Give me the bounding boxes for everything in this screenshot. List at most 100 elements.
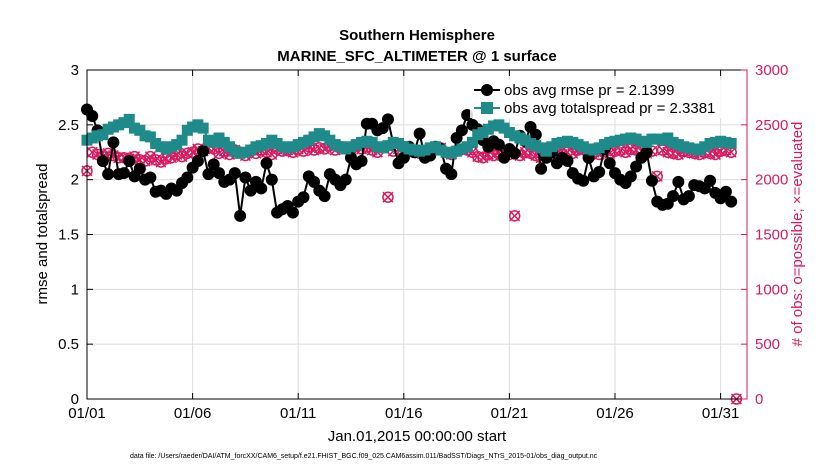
y-axis-label: rmse and totalspread [34, 164, 51, 305]
spread-point [725, 137, 737, 149]
chart-title: Southern Hemisphere [339, 27, 495, 44]
rmse-point [308, 175, 321, 188]
rmse-point [593, 165, 606, 178]
x-tick-label: 01/16 [385, 405, 423, 422]
y-tick-label: 1 [71, 281, 79, 298]
obs-evaluated-point [155, 156, 167, 168]
rmse-point [397, 151, 410, 164]
rmse-point [667, 190, 680, 203]
rmse-point [255, 182, 268, 195]
obs-possible-point [508, 210, 521, 222]
rmse-point [260, 157, 273, 170]
obs-evaluated-point [709, 148, 721, 160]
rmse-point [498, 151, 511, 164]
rmse-point [318, 190, 331, 203]
rmse-point [181, 171, 194, 184]
y2-tick-label: 1500 [755, 227, 788, 244]
rmse-point [672, 175, 685, 188]
rmse-point [577, 174, 590, 187]
y2-tick-label: 2000 [755, 172, 788, 189]
rmse-point [96, 155, 109, 168]
rmse-point [529, 128, 542, 141]
obs-possible-point [382, 191, 394, 203]
obs-evaluated-point [477, 152, 489, 164]
rmse-point [376, 122, 389, 135]
rmse-point [86, 110, 99, 123]
left-axis-ticks: 0 0.5 1 1.5 2 2.5 3 [58, 62, 93, 408]
y-tick-label: 2 [71, 172, 79, 189]
spread-point [123, 113, 135, 125]
rmse-point [640, 146, 653, 159]
obs-evaluated-point [382, 191, 394, 203]
rmse-point [630, 160, 643, 173]
series-layer [81, 103, 743, 405]
rmse-point [244, 184, 257, 197]
obs-possible-point [107, 149, 120, 162]
rmse-point [265, 173, 278, 186]
y-tick-label: 1.5 [58, 227, 79, 244]
x-tick-label: 01/11 [280, 405, 316, 422]
rmse-point [239, 171, 252, 184]
obs-evaluated-point [509, 210, 521, 222]
y-tick-label: 2.5 [58, 117, 79, 134]
rmse-point [197, 145, 210, 158]
rmse-point [234, 209, 247, 222]
rmse-point [102, 168, 115, 181]
rmse-point [719, 185, 732, 198]
rmse-point [445, 168, 458, 181]
rmse-point [381, 113, 394, 126]
right-axis-ticks: 0 500 1000 1500 2000 2500 3000 [741, 62, 788, 408]
x-tick-label: 01/31 [702, 405, 740, 422]
rmse-point [191, 155, 204, 168]
rmse-point [561, 155, 574, 168]
rmse-point [492, 138, 505, 151]
rmse-point [355, 155, 368, 168]
legend-spread-marker [481, 102, 493, 114]
obs-evaluated-point [176, 151, 188, 163]
rmse-point [704, 174, 717, 187]
y-tick-label: 0 [71, 391, 79, 408]
y2-tick-label: 500 [755, 336, 780, 353]
legend-rmse-label: obs avg rmse pr = 2.1399 [504, 82, 675, 99]
y-tick-label: 3 [71, 62, 79, 79]
rmse-point [286, 206, 299, 219]
rmse-point [508, 147, 521, 160]
y2-tick-label: 2500 [755, 117, 788, 134]
rmse-point [228, 167, 241, 180]
rmse-point [624, 170, 637, 183]
legend-rmse-marker [481, 84, 493, 96]
x-tick-label: 01/06 [174, 405, 212, 422]
rmse-point [603, 157, 616, 170]
y2-tick-label: 1000 [755, 281, 788, 298]
bottom-axis-ticks: 01/01 01/06 01/11 01/16 01/21 01/26 01/31 [68, 70, 739, 422]
spread-point [176, 134, 188, 146]
x-tick-label: 01/26 [596, 405, 634, 422]
rmse-point [213, 167, 225, 180]
y2-tick-label: 3000 [755, 62, 788, 79]
legend-box [470, 80, 742, 118]
rmse-point [455, 124, 468, 137]
obs-evaluated-point [620, 146, 632, 158]
rmse-point [133, 162, 146, 175]
spread-point [144, 131, 156, 143]
x-tick-label: 01/01 [68, 405, 106, 422]
rmse-point [645, 174, 658, 187]
rmse-point [123, 155, 136, 168]
rmse-point [413, 127, 426, 140]
x-tick-label: 01/21 [491, 405, 529, 422]
rmse-point [339, 173, 352, 186]
y2-tick-label: 0 [755, 391, 763, 408]
rmse-point [207, 158, 220, 171]
footnote: data file: /Users/raeder/DAI/ATM_forcXX/… [130, 453, 598, 460]
obs-evaluated-point [144, 151, 156, 163]
rmse-point [297, 191, 310, 204]
rmse-point [682, 190, 695, 203]
y2-axis-label: # of obs: o=possible; ×=evaluated [789, 122, 806, 347]
x-axis-label: Jan.01,2015 00:00:00 start [328, 428, 507, 445]
legend: obs avg rmse pr = 2.1399 obs avg totalsp… [470, 80, 742, 118]
rmse-point [107, 136, 120, 149]
rmse-point [144, 171, 157, 184]
y-tick-label: 0.5 [58, 336, 79, 353]
spread-point [197, 122, 209, 134]
